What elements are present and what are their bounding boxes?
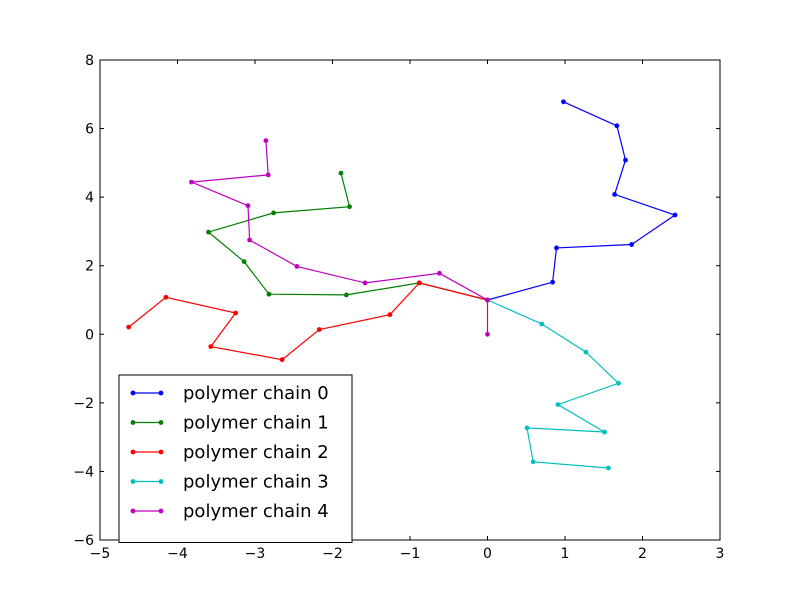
data-point [233, 310, 239, 316]
series-layer [126, 99, 678, 471]
series-line-0 [487, 101, 677, 301]
x-tick-label: −2 [322, 546, 343, 562]
legend-item: polymer chain 2 [130, 442, 329, 463]
data-point [245, 203, 251, 209]
data-point [614, 123, 620, 129]
data-point [612, 192, 617, 197]
series-line-3 [487, 299, 620, 469]
axis-tick-labels: −5 −4 −3 −2 −1 0 1 2 3 −6 −4 −2 0 2 4 6 8 [73, 53, 724, 562]
data-point [583, 349, 589, 355]
data-point [539, 321, 545, 327]
y-tick-label: 8 [85, 53, 94, 69]
legend-swatch-marker [158, 420, 164, 425]
data-point [279, 357, 285, 363]
legend-swatch-marker [130, 479, 136, 484]
legend-item: polymer chain 3 [130, 472, 329, 493]
x-tick-label: 2 [638, 546, 647, 562]
data-point [316, 327, 322, 332]
data-point [208, 344, 214, 349]
legend-label: polymer chain 0 [183, 383, 329, 404]
series-0 [485, 99, 678, 303]
data-point [672, 212, 678, 218]
data-point [247, 237, 253, 243]
data-point [485, 331, 490, 337]
data-point [550, 279, 555, 285]
data-point [266, 291, 272, 297]
data-point [344, 292, 349, 298]
legend-swatch-marker [158, 449, 164, 455]
x-tick-label: −4 [167, 546, 188, 562]
y-tick-label: −4 [73, 464, 94, 480]
data-point [362, 280, 368, 286]
data-point [347, 204, 352, 210]
y-tick-label: 2 [85, 259, 94, 275]
data-point [606, 465, 611, 471]
data-point [485, 297, 490, 303]
x-tick-label: −5 [90, 546, 111, 562]
legend-item: polymer chain 0 [130, 383, 329, 404]
data-point [616, 380, 621, 386]
series-3 [485, 297, 621, 471]
data-point [629, 242, 634, 247]
data-point [265, 172, 271, 178]
data-point [241, 259, 247, 264]
data-point [387, 312, 393, 318]
series-line-1 [207, 172, 488, 301]
y-tick-label: 6 [85, 122, 94, 138]
x-tick-label: −3 [245, 546, 266, 562]
legend-label: polymer chain 3 [183, 472, 329, 493]
data-point [602, 429, 607, 435]
data-point [189, 179, 194, 185]
data-point [437, 270, 442, 276]
series-4 [189, 138, 490, 337]
legend: polymer chain 0 polymer chain 1 polymer ch… [118, 374, 353, 543]
data-point [561, 99, 566, 105]
data-point [555, 402, 561, 407]
legend-swatch-marker [158, 390, 164, 396]
x-tick-label: −1 [400, 546, 421, 562]
legend-swatch-marker [158, 479, 164, 484]
data-point [263, 138, 269, 144]
x-tick-label: 0 [483, 546, 492, 562]
data-point [271, 210, 276, 216]
legend-label: polymer chain 1 [183, 413, 329, 434]
legend-swatch-marker [130, 508, 136, 514]
legend-swatch-marker [130, 390, 136, 396]
legend-item: polymer chain 1 [130, 413, 329, 434]
data-point [338, 170, 344, 176]
series-1 [206, 170, 490, 303]
data-point [206, 229, 211, 235]
legend-swatch-marker [158, 508, 164, 514]
legend-swatch-marker [130, 449, 136, 455]
y-tick-label: 0 [85, 327, 94, 343]
y-tick-label: −2 [73, 396, 94, 412]
legend-swatch-marker [130, 420, 136, 425]
data-point [294, 264, 300, 269]
legend-label: polymer chain 2 [183, 442, 329, 463]
x-tick-label: 1 [561, 546, 570, 562]
y-tick-label: −6 [73, 533, 94, 549]
data-point [524, 425, 530, 431]
y-tick-label: 4 [85, 190, 94, 206]
legend-box [118, 374, 353, 543]
data-point [530, 459, 536, 465]
legend-item: polymer chain 4 [130, 501, 329, 522]
series-2 [126, 280, 490, 363]
data-point [554, 245, 559, 251]
data-point [126, 324, 132, 330]
data-point [416, 280, 422, 286]
x-tick-label: 3 [716, 546, 725, 562]
legend-label: polymer chain 4 [183, 501, 329, 522]
series-line-4 [191, 140, 489, 335]
data-point [163, 294, 169, 300]
data-point [623, 157, 628, 163]
